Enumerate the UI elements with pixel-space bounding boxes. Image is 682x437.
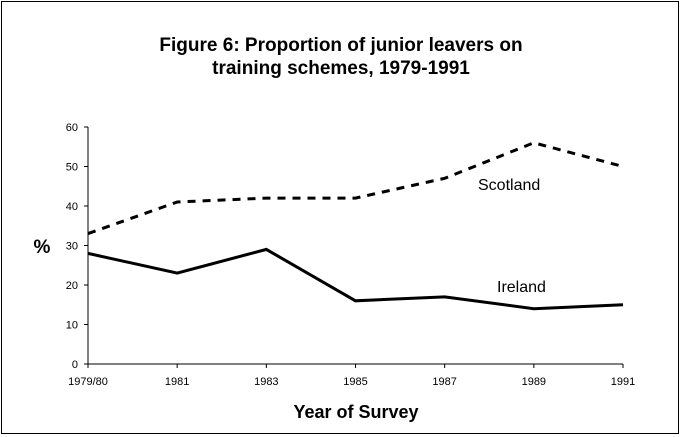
series-lines xyxy=(87,141,624,311)
y-tick-label: 0 xyxy=(72,359,78,371)
x-tick-label: 1989 xyxy=(522,376,546,388)
y-tick-label: 40 xyxy=(66,201,78,213)
y-axis-title: % xyxy=(34,237,51,258)
y-tick-label: 50 xyxy=(66,162,78,174)
x-tick-label: 1991 xyxy=(611,376,635,388)
x-ticks: 1979/80 1981 1983 1985 1987 1989 1991 xyxy=(68,364,635,388)
x-tick-label: 1985 xyxy=(343,376,367,388)
x-tick-label: 1979/80 xyxy=(68,376,108,388)
chart-title: Figure 6: Proportion of junior leavers o… xyxy=(0,34,682,80)
chart-title-line-2: training schemes, 1979-1991 xyxy=(212,58,470,79)
y-tick-label: 20 xyxy=(66,280,78,292)
x-tick-label: 1983 xyxy=(254,376,278,388)
series-label-scotland: Scotland xyxy=(478,177,540,194)
y-tick-label: 30 xyxy=(66,241,78,253)
x-tick-label: 1987 xyxy=(432,376,456,388)
y-ticks: 0 10 20 30 40 50 60 xyxy=(66,122,88,371)
series-line-scotland xyxy=(87,141,624,236)
y-tick-label: 60 xyxy=(66,122,78,134)
chart-title-line-1: Figure 6: Proportion of junior leavers o… xyxy=(159,35,523,56)
x-tick-label: 1981 xyxy=(165,376,189,388)
series-label-ireland: Ireland xyxy=(497,279,546,296)
x-axis-title: Year of Survey xyxy=(293,402,418,422)
y-tick-label: 10 xyxy=(66,320,78,332)
